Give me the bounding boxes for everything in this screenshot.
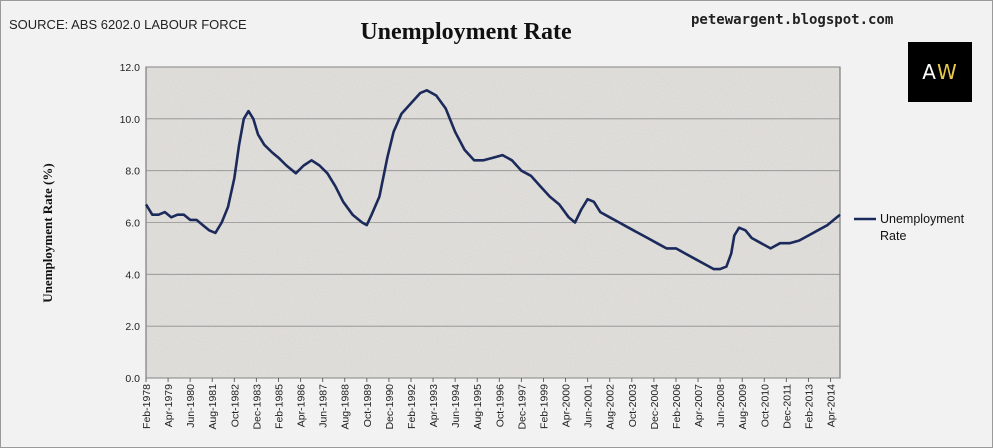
- logo-letter-a: A: [922, 60, 937, 84]
- x-tick-label: Dec-2011: [781, 384, 793, 429]
- x-tick-label: Dec-1990: [384, 384, 396, 430]
- x-tick-label: Jun-2008: [715, 384, 727, 428]
- x-tick-label: Apr-1993: [428, 384, 440, 427]
- grid-lines: [146, 66, 840, 379]
- y-tick-label: 8.0: [125, 166, 140, 178]
- chart-title: Unemployment Rate: [360, 19, 572, 45]
- x-tick-label: Jun-2001: [583, 384, 595, 428]
- x-tick-label: Dec-1997: [516, 384, 528, 430]
- x-tick-label: Aug-1995: [472, 384, 484, 430]
- x-tick-label: Apr-1986: [296, 384, 308, 427]
- y-tick-label: 12.0: [120, 62, 141, 74]
- x-tick-label: Apr-2007: [693, 384, 705, 427]
- x-tick-label: Jun-1994: [450, 384, 462, 428]
- logo-letter-w: W: [936, 60, 958, 84]
- x-tick-label: Aug-2009: [737, 384, 749, 430]
- y-axis-ticks: 0.0 2.0 4.0 6.0 8.0 10.0 12.0: [120, 62, 141, 385]
- x-tick-label: Feb-1992: [406, 384, 418, 429]
- y-tick-label: 0.0: [125, 373, 140, 385]
- source-note: SOURCE: ABS 6202.0 LABOUR FORCE: [9, 17, 247, 32]
- x-tick-label: Dec-2004: [649, 384, 661, 430]
- x-tick-label: Feb-2013: [803, 384, 815, 429]
- legend-label: Unemployment Rate: [880, 212, 965, 243]
- y-tick-label: 4.0: [125, 269, 140, 281]
- y-tick-label: 2.0: [125, 321, 140, 333]
- x-tick-label: Feb-1999: [538, 384, 550, 429]
- x-tick-label: Aug-1981: [207, 384, 219, 430]
- x-tick-label: Aug-1988: [340, 384, 352, 430]
- x-tick-label: Jun-1987: [318, 384, 330, 428]
- x-tick-label: Apr-2014: [826, 384, 838, 427]
- x-tick-label: Apr-1979: [163, 384, 175, 427]
- x-tick-label: Apr-2000: [561, 384, 573, 427]
- x-tick-label: Oct-2003: [627, 384, 639, 427]
- x-tick-label: Jun-1980: [185, 384, 197, 428]
- series-line-unemployment-rate: [144, 89, 841, 271]
- y-tick-label: 6.0: [125, 218, 140, 230]
- x-tick-label: Oct-1982: [229, 384, 241, 427]
- x-axis-ticks: Feb-1978 Apr-1979 Jun-1980 Aug-1981 Oct-1982…: [141, 378, 838, 430]
- y-tick-label: 10.0: [120, 114, 141, 126]
- x-tick-label: Oct-2010: [759, 384, 771, 427]
- blog-url: petewargent.blogspot.com: [691, 12, 894, 28]
- legend: Unemployment Rate: [854, 212, 965, 243]
- y-axis-label: Unemployment Rate (%): [40, 163, 55, 302]
- x-tick-label: Feb-1985: [273, 384, 285, 429]
- x-tick-label: Aug-2002: [605, 384, 617, 430]
- x-tick-label: Oct-1996: [494, 384, 506, 427]
- x-tick-label: Feb-2006: [671, 384, 683, 429]
- x-tick-label: Feb-1978: [141, 384, 153, 429]
- x-tick-label: Oct-1989: [362, 384, 374, 427]
- series-layer: [144, 89, 841, 271]
- x-tick-label: Dec-1983: [251, 384, 263, 430]
